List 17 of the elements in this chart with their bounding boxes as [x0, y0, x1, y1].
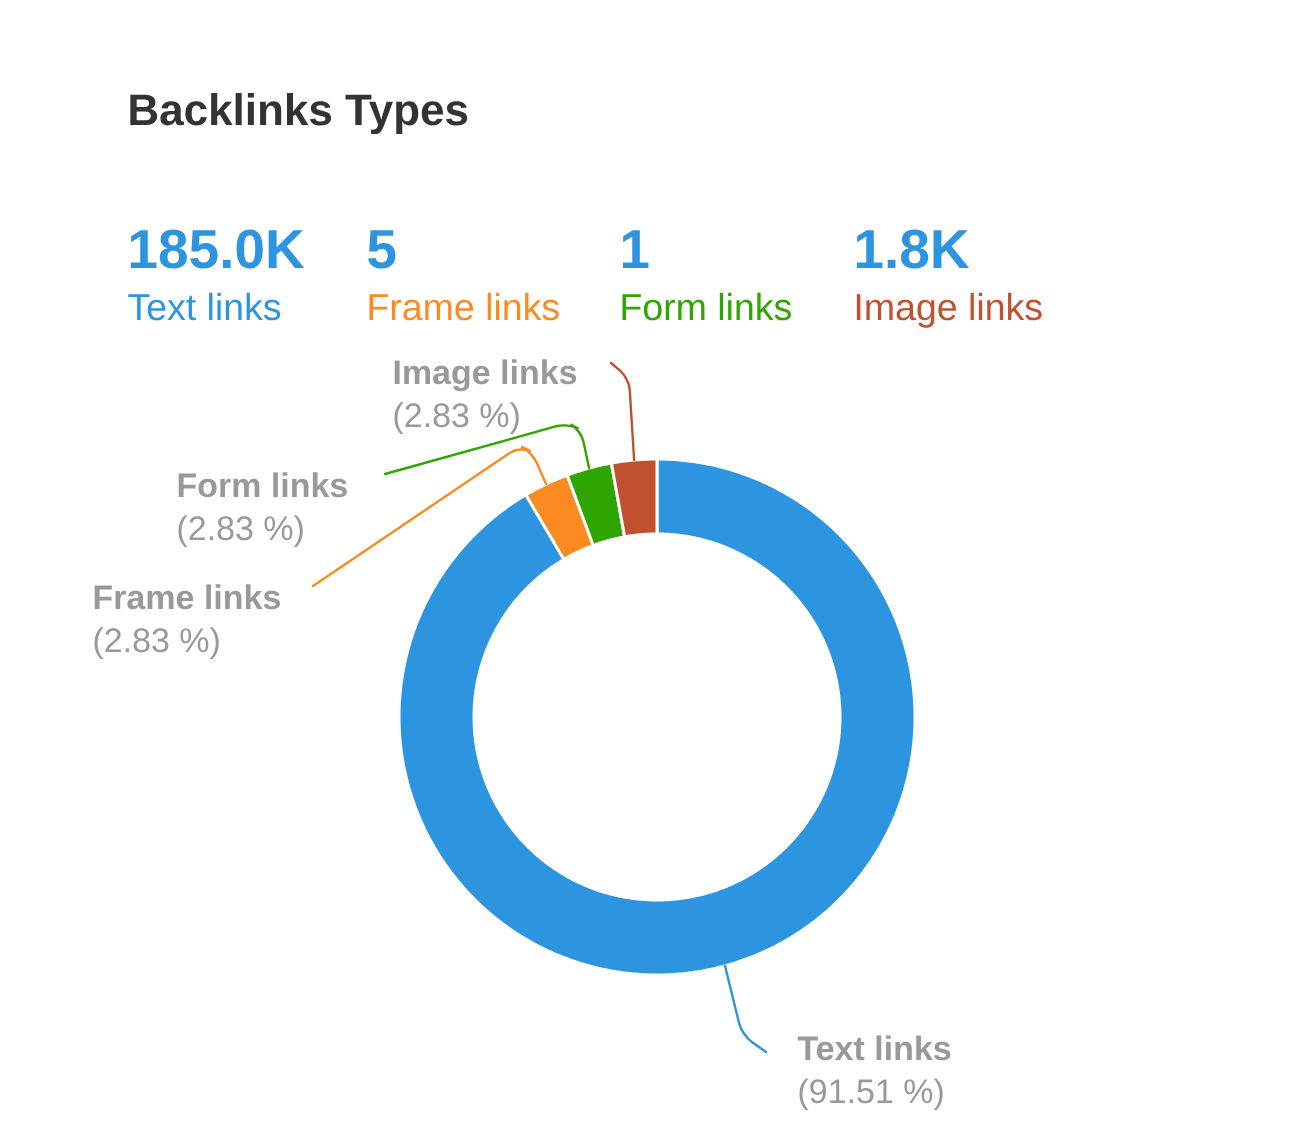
- category-label: Form links: [622, 292, 791, 321]
- category-label: Frame links: [369, 292, 559, 321]
- data-label: (2.83 %): [394, 402, 519, 435]
- data-label: (2.83 %): [94, 627, 219, 660]
- data-label: (91.51 %): [799, 1078, 943, 1111]
- chart-title: Backlinks Types: [130, 93, 468, 135]
- data-label: (2.83 %): [178, 515, 303, 548]
- text: 1: [622, 230, 649, 268]
- category-label: Image links: [856, 292, 1042, 328]
- text: 1.8K: [856, 229, 970, 269]
- category-label: Text links: [128, 292, 281, 321]
- text: 185.0K: [130, 229, 305, 269]
- slice-label: Text links: [797, 1035, 951, 1061]
- text: 5: [368, 230, 396, 269]
- slice-label: Frame links: [94, 584, 280, 610]
- slice-label: Form links: [178, 472, 347, 498]
- slice-label: Image links: [394, 359, 577, 392]
